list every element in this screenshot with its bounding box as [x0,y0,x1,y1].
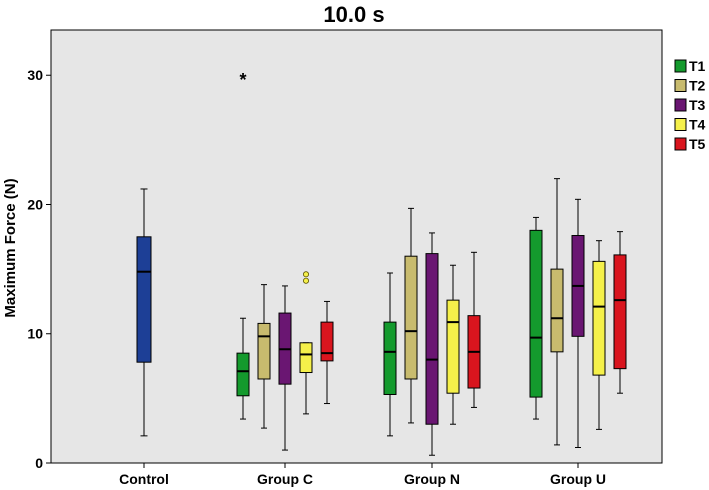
x-tick-label: Group U [550,471,606,487]
y-tick-label: 20 [27,196,43,212]
y-tick-label: 10 [27,326,43,342]
legend-label: T4 [689,117,706,133]
legend-swatch [674,79,687,92]
y-axis: 0 10 20 30 [27,67,51,471]
box-iqr [550,268,564,353]
box-iqr [529,229,543,398]
legend-swatch [674,118,687,131]
box-iqr [425,253,439,425]
box-t5-group-n [467,251,481,408]
legend-label: T3 [689,97,706,113]
legend-swatch [674,98,687,112]
legend-label: T1 [689,58,706,74]
box-t3-group-c [278,285,292,451]
y-tick-label: 30 [27,67,43,83]
box-iqr [136,236,152,363]
legend-item-t3: T3 [674,97,706,113]
box-t1-group-n [383,272,397,437]
box-t1-group-u [529,216,543,420]
extreme-point: * [239,70,246,90]
box-t2-group-c [257,284,271,429]
box-iqr [404,255,418,380]
outlier-point [302,277,309,284]
box-t1-group-c: * [236,70,250,420]
box-iqr [446,299,460,394]
legend: T1 T2 T3 T4 T5 [674,58,706,152]
legend-item-t5: T5 [674,136,706,152]
legend-swatch [674,59,687,73]
x-tick-label: Group N [404,471,460,487]
x-axis: Control Group C Group N Group U [119,463,606,487]
boxes: * [136,70,627,456]
box-t4-group-n [446,264,460,425]
box-iqr [320,321,334,362]
box-iqr [613,254,627,370]
box-t4-group-c [299,271,313,415]
box-iqr [257,322,271,380]
box-iqr [592,260,606,376]
x-tick-label: Group C [257,471,313,487]
box-t2-group-n [404,207,418,424]
legend-label: T2 [689,78,706,94]
box-t5-group-u [613,231,627,394]
box-iqr [299,342,313,374]
x-tick-label: Control [119,471,169,487]
legend-swatch [674,137,687,151]
legend-item-t2: T2 [674,78,706,94]
box-t3-group-u [571,198,585,448]
outlier-point [302,271,309,278]
box-iqr [383,321,397,395]
box-t4-group-u [592,240,606,430]
box-t2-group-u [550,178,564,446]
box-iqr [236,352,250,397]
plot-area [50,29,663,464]
legend-item-t1: T1 [674,58,706,74]
chart-title: 10.0 s [323,2,384,27]
y-axis-label: Maximum Force (N) [2,178,19,317]
box-t3-group-n [425,232,439,456]
legend-item-t4: T4 [674,117,706,133]
box-control-control [136,188,152,437]
box-t5-group-c [320,300,334,405]
y-tick-label: 0 [35,455,43,471]
legend-label: T5 [689,136,706,152]
